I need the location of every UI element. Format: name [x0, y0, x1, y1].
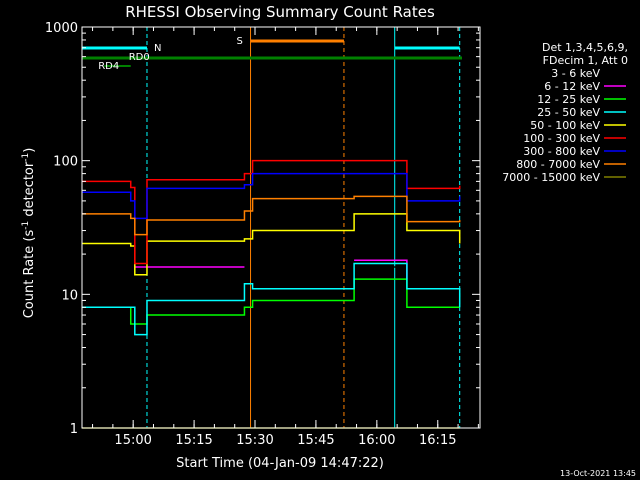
legend-entry-label: 300 - 800 keV: [523, 145, 600, 158]
legend-entry-label: 6 - 12 keV: [544, 80, 600, 93]
series-line: [82, 278, 460, 325]
y-axis-label-part: detector: [22, 161, 37, 221]
y-axis-label: Count Rate (s-1 detector-1): [21, 148, 37, 319]
y-tick-label: 100: [53, 155, 78, 170]
y-tick-label: 1000: [45, 21, 78, 36]
x-tick-label: 15:15: [175, 433, 212, 448]
legend-header: FDecim 1, Att 0: [543, 54, 628, 67]
legend-entry-label: 12 - 25 keV: [537, 93, 600, 106]
legend-entry-label: 25 - 50 keV: [537, 106, 600, 119]
x-tick-label: 15:00: [114, 433, 151, 448]
y-axis-label-part: ): [22, 148, 37, 153]
footer-timestamp: 13-Oct-2021 13:45: [560, 469, 636, 478]
night-label: N: [154, 43, 161, 54]
y-tick-label: 10: [61, 288, 78, 303]
chart-title: RHESSI Observing Summary Count Rates: [125, 3, 435, 21]
y-axis-label-sup: -1: [21, 153, 31, 162]
legend-entry-label: 100 - 300 keV: [523, 132, 600, 145]
legend-header: Det 1,3,4,5,6,9,: [542, 41, 628, 54]
series-line: [82, 262, 461, 336]
x-axis-label: Start Time (04-Jan-09 14:47:22): [176, 456, 384, 471]
series-line: [82, 195, 461, 236]
series-line: [82, 172, 461, 220]
x-tick-label: 16:15: [419, 433, 456, 448]
legend-entry-label: 3 - 6 keV: [551, 67, 600, 80]
legend-entry-label: 50 - 100 keV: [530, 119, 600, 132]
x-tick-label: 15:30: [236, 433, 273, 448]
x-tick-label: 16:00: [358, 433, 395, 448]
axes: 1 10 100 1000 15:00 15:15 15:30 15:45 16:00 16:15: [45, 21, 481, 448]
legend-entry-label: 7000 - 15000 keV: [502, 171, 600, 184]
y-tick-label: 1: [70, 422, 78, 437]
plot-frame: [81, 26, 481, 429]
y-axis-label-part: Count Rate (s: [22, 230, 37, 319]
x-tick-label: 15:45: [297, 433, 334, 448]
rd4-label: RD4: [98, 61, 119, 72]
rd0-label: RD0: [129, 52, 150, 63]
plot-area: N S RD0 RD4: [81, 27, 462, 429]
legend: Det 1,3,4,5,6,9,FDecim 1, Att 03 - 6 keV…: [502, 41, 628, 184]
y-axis-label-sup: -1: [21, 221, 31, 230]
saa-label: S: [237, 36, 243, 47]
legend-entry-label: 800 - 7000 keV: [516, 158, 600, 171]
